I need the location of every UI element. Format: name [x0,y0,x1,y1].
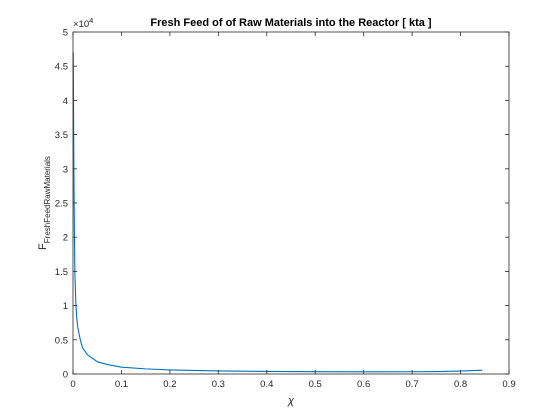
series-layer [72,52,483,373]
chart-title: Fresh Feed of of Raw Materials into the … [150,17,431,29]
y-tick-label: 0.5 [55,335,68,346]
x-tick-label: 0.6 [357,379,370,390]
y-axis-exponent-power: 4 [89,16,93,25]
y-tick-label: 1.5 [55,267,68,278]
y-tick-label: 2 [63,233,68,244]
x-tick-label: 0.4 [260,379,273,390]
y-axis-exponent-base: ×10 [73,19,89,30]
y-tick-label: 4.5 [55,62,68,73]
x-tick-label: 0.1 [115,379,128,390]
y-tick-label: 3.5 [55,130,68,141]
x-tick-label: 0.5 [309,379,322,390]
x-tick-label: 0.2 [163,379,176,390]
x-tick-label: 0 [70,379,75,390]
y-tick-label: 3 [63,164,68,175]
y-axis-label-subscript: FreshFeedRawMaterials [43,156,52,243]
x-axis-label: χ [287,395,295,407]
x-tick-label: 0.9 [502,379,515,390]
x-tick-label: 0.3 [212,379,225,390]
y-tick-label: 5 [63,28,68,39]
y-tick-label: 0 [63,370,68,381]
y-tick-label: 4 [63,96,68,107]
y-tick-label: 2.5 [55,199,68,210]
y-axis-label-main: F [37,243,49,250]
y-axis-exponent: ×104 [73,16,93,30]
series-line [72,52,483,373]
x-tick-label: 0.7 [406,379,419,390]
y-axis: 0 0.5 1 1.5 2 2.5 3 3.5 4 4.5 5 [55,28,509,381]
x-tick-label: 0.8 [454,379,467,390]
x-axis: 0 0.1 0.2 0.3 0.4 0.5 0.6 0.7 0.8 0.9 [70,32,516,390]
plot-area-background [73,32,509,374]
y-tick-label: 1 [63,301,68,312]
y-axis-label: FFreshFeedRawMaterials [37,156,52,250]
